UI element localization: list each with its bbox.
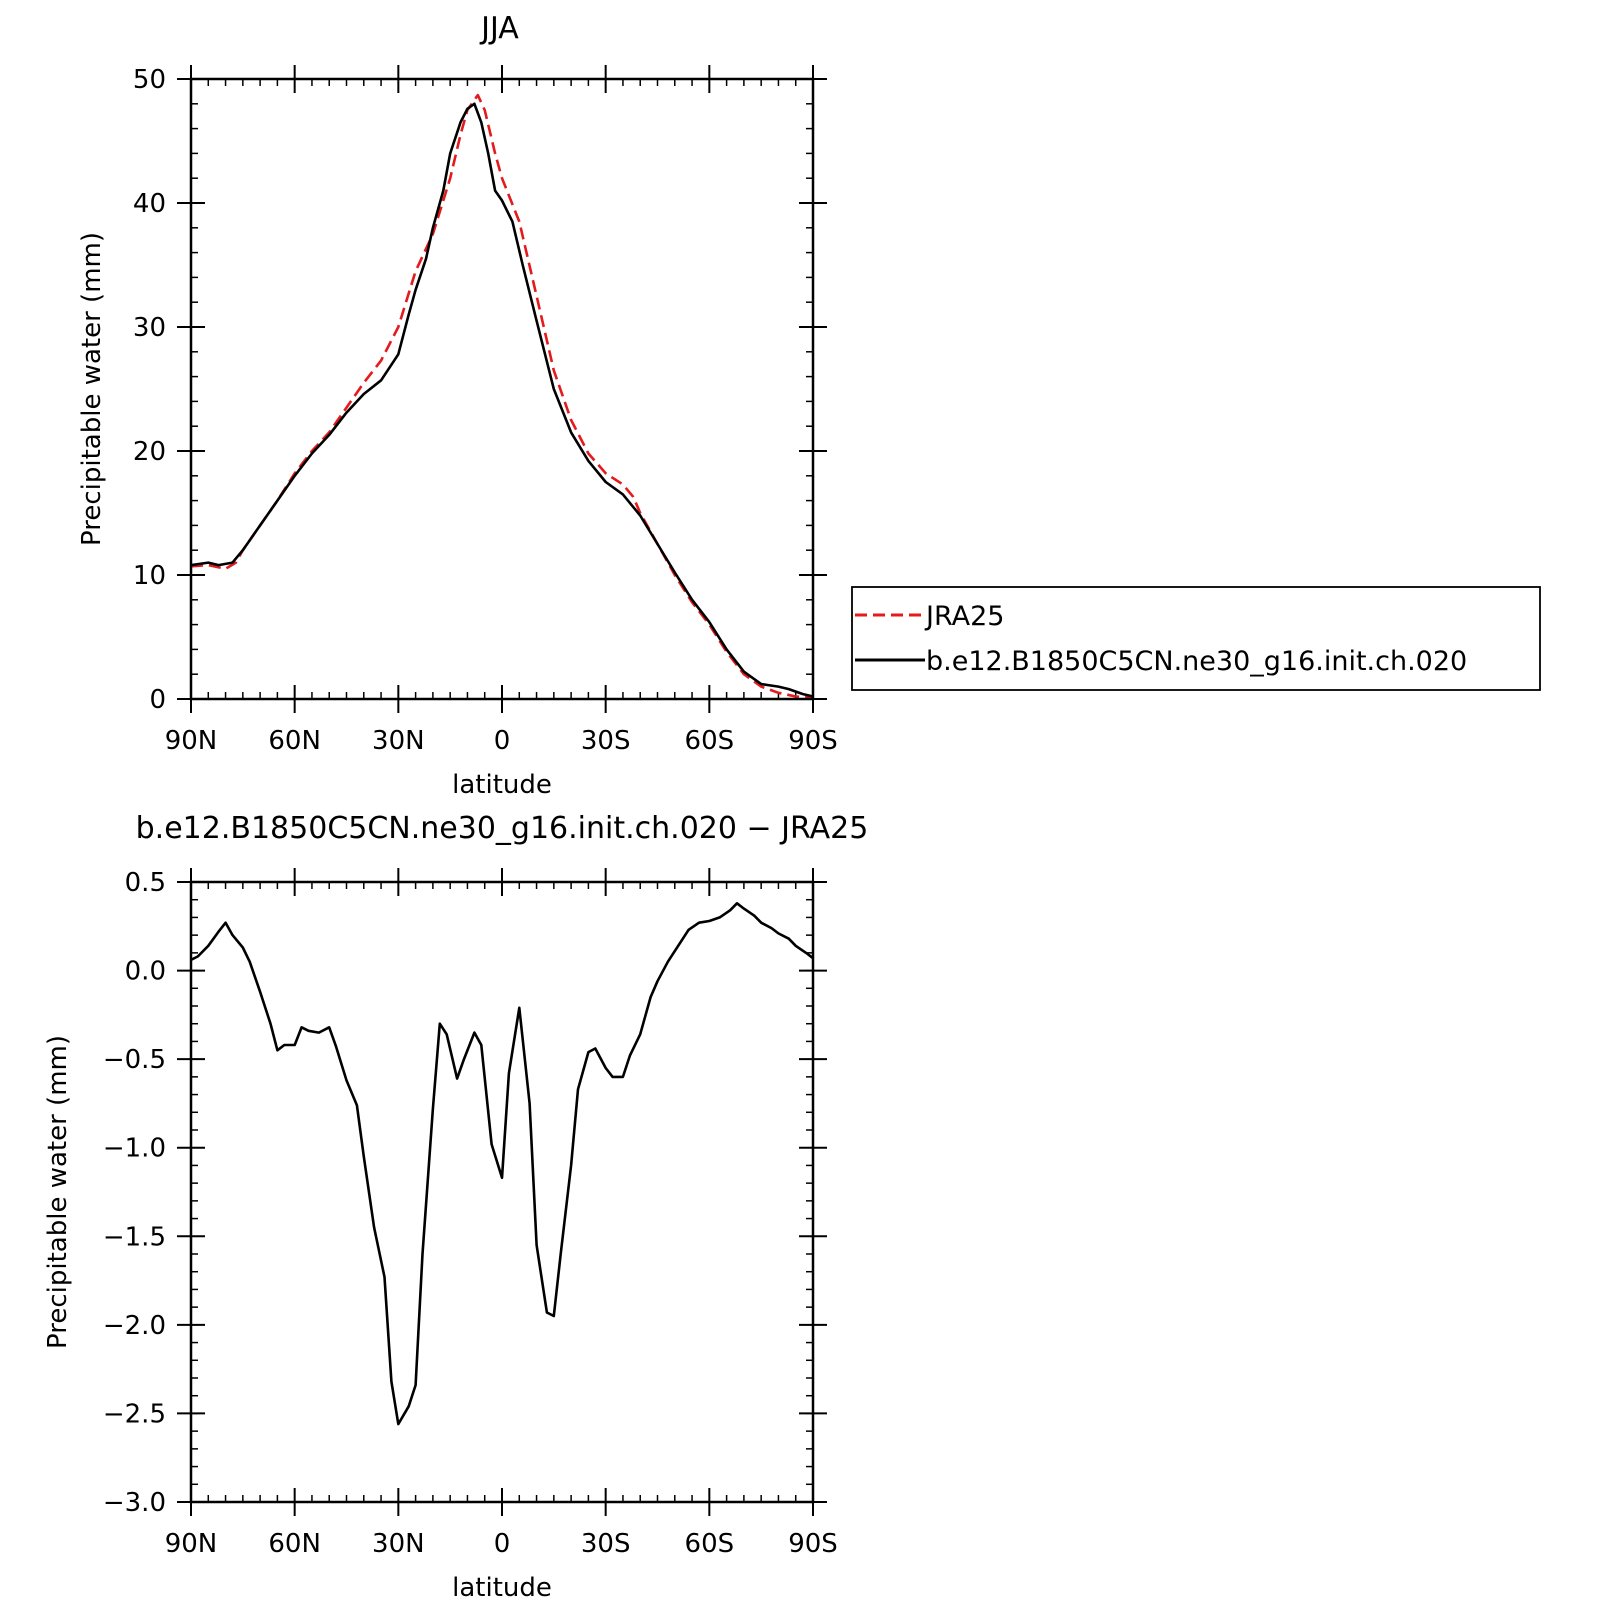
top-plot-title: JJA xyxy=(479,11,519,46)
bottom-x-tick-label: 0 xyxy=(494,1529,511,1559)
bottom-plot-title: b.e12.B1850C5CN.ne30_g16.init.ch.020 − J… xyxy=(136,811,869,846)
bottom-x-tick-label: 30N xyxy=(372,1529,425,1559)
legend-jra-label: JRA25 xyxy=(924,601,1004,632)
bottom-series-line-model xyxy=(190,901,814,1426)
bottom-y-tick-label: −1.0 xyxy=(103,1134,166,1164)
top-x-tick-label: 90S xyxy=(788,726,838,756)
top-panel: JJA 90N 60N 30N 0 30S 60S 90S 0 10 20 30 40 50 latit… xyxy=(77,11,838,800)
top-axis-ticks: 90N 60N 30N 0 30S 60S 90S 0 10 20 30 40 50 xyxy=(133,65,838,756)
top-x-tick-label: 30N xyxy=(372,726,425,756)
legend: JRA25 b.e12.B1850C5CN.ne30_g16.init.ch.0… xyxy=(851,586,1541,691)
top-plot-frame xyxy=(189,77,815,701)
bottom-y-axis-label: Precipitable water (mm) xyxy=(43,1035,73,1349)
top-y-axis-label: Precipitable water (mm) xyxy=(77,232,107,546)
top-series-line-model xyxy=(190,102,814,698)
top-y-tick-label: 20 xyxy=(133,437,166,467)
bottom-axis-ticks: 90N 60N 30N 0 30S 60S 90S 0.5 0.0 −0.5 −1.0 −1.5 −2.… xyxy=(103,868,838,1559)
top-y-tick-label: 0 xyxy=(149,685,166,715)
legend-model-label: b.e12.B1850C5CN.ne30_g16.init.ch.020 xyxy=(926,646,1467,677)
bottom-plot-frame xyxy=(189,880,815,1504)
bottom-y-tick-label: −2.0 xyxy=(103,1311,166,1341)
top-x-axis-label: latitude xyxy=(452,770,552,800)
top-x-tick-label: 30S xyxy=(581,726,631,756)
top-x-tick-label: 60N xyxy=(268,726,321,756)
top-series-lines xyxy=(190,93,814,700)
top-x-tick-label: 90N xyxy=(165,726,218,756)
bottom-x-tick-label: 90N xyxy=(165,1529,218,1559)
bottom-series-lines xyxy=(190,901,814,1426)
bottom-x-tick-label: 90S xyxy=(788,1529,838,1559)
top-y-tick-label: 40 xyxy=(133,189,166,219)
top-y-tick-label: 30 xyxy=(133,313,166,343)
bottom-panel: b.e12.B1850C5CN.ne30_g16.init.ch.020 − J… xyxy=(43,811,868,1603)
bottom-y-tick-label: −2.5 xyxy=(103,1399,166,1429)
top-y-tick-label: 50 xyxy=(133,65,166,95)
top-series-line-jra25 xyxy=(190,93,814,700)
bottom-y-tick-label: 0.0 xyxy=(125,957,166,987)
top-x-tick-label: 0 xyxy=(494,726,511,756)
bottom-y-tick-label: 0.5 xyxy=(125,868,166,898)
bottom-x-axis-label: latitude xyxy=(452,1573,552,1603)
bottom-x-tick-label: 60S xyxy=(685,1529,735,1559)
bottom-y-tick-label: −0.5 xyxy=(103,1045,166,1075)
top-y-tick-label: 10 xyxy=(133,561,166,591)
bottom-x-tick-label: 30S xyxy=(581,1529,631,1559)
bottom-y-tick-label: −3.0 xyxy=(103,1488,166,1518)
top-x-tick-label: 60S xyxy=(685,726,735,756)
bottom-y-tick-label: −1.5 xyxy=(103,1222,166,1252)
legend-box xyxy=(851,586,1541,691)
bottom-x-tick-label: 60N xyxy=(268,1529,321,1559)
